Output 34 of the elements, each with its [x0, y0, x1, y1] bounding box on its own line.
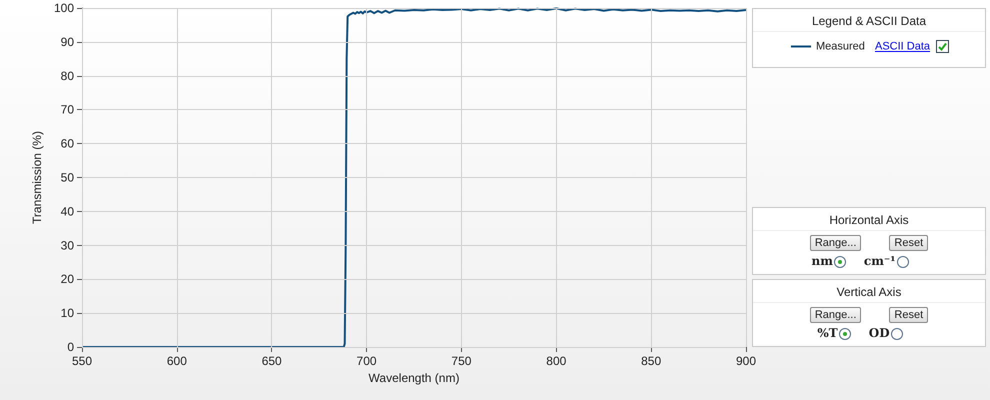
y-axis-title: Transmission (%)	[30, 131, 44, 224]
text: Legend & ASCII Data	[753, 9, 985, 32]
text: cm⁻¹	[864, 254, 896, 268]
legend-label: Measured	[816, 40, 865, 52]
text: Vertical Axis	[753, 280, 985, 303]
x-tick-label: 800	[546, 354, 567, 368]
y-tick-label: 60	[60, 136, 74, 151]
y-tick-label: 70	[60, 102, 74, 117]
y-tick-label: 40	[60, 204, 74, 218]
y-tick-label: 20	[60, 272, 74, 286]
reset-button: Reset	[889, 307, 928, 323]
reset-button: Reset	[889, 235, 928, 251]
y-tick-label: 90	[60, 34, 74, 49]
y-tick-label: 80	[60, 68, 74, 83]
y-tick-label: 0	[67, 340, 74, 354]
text: nm	[811, 254, 833, 268]
y-tick-label: 30	[60, 238, 74, 252]
y-tick-label: 50	[60, 170, 74, 184]
text: %T	[817, 326, 838, 340]
y-tick-label: 100	[54, 1, 74, 15]
x-tick-label: 550	[72, 354, 92, 368]
x-tick-label: 600	[166, 354, 188, 368]
x-tick-label: 700	[356, 354, 377, 368]
text: OD	[868, 326, 890, 340]
x-tick-label: 850	[641, 354, 662, 368]
text: Horizontal Axis	[753, 208, 985, 231]
x-tick-label: 900	[736, 354, 756, 368]
x-tick-label: 650	[262, 354, 282, 368]
range-button: Range...	[810, 307, 862, 323]
y-tick-label: 10	[60, 306, 74, 320]
ascii-data-link: ASCII Data	[875, 40, 930, 53]
x-tick-label: 750	[451, 354, 472, 368]
x-axis-title: Wavelength (nm)	[368, 370, 460, 385]
range-button: Range...	[810, 235, 862, 251]
